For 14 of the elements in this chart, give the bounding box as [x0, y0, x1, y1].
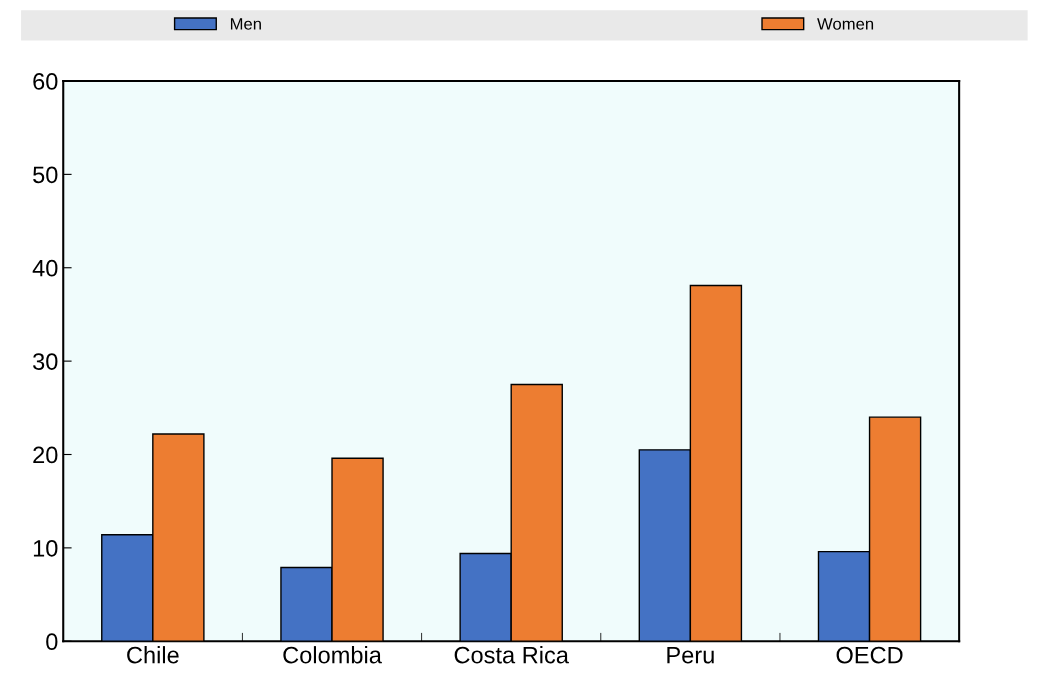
y-tick-label: 20 — [33, 446, 58, 464]
y-tick-label: 50 — [33, 166, 58, 184]
y-tick-label: 30 — [33, 353, 58, 370]
x-tick-label: Colombia — [283, 646, 382, 664]
y-tick-label: 10 — [33, 539, 58, 557]
y-tick-label: 40 — [32, 259, 58, 277]
legend-label: Women — [817, 18, 874, 30]
x-tick-label: OECD — [836, 646, 903, 664]
x-tick-label: Costa Rica — [454, 646, 569, 664]
legend-label: Men — [230, 18, 261, 30]
y-tick-label: 60 — [33, 73, 58, 90]
x-tick-label: Chile — [127, 646, 179, 664]
y-tick-label: 0 — [46, 633, 58, 651]
x-tick-label: Peru — [667, 646, 714, 664]
